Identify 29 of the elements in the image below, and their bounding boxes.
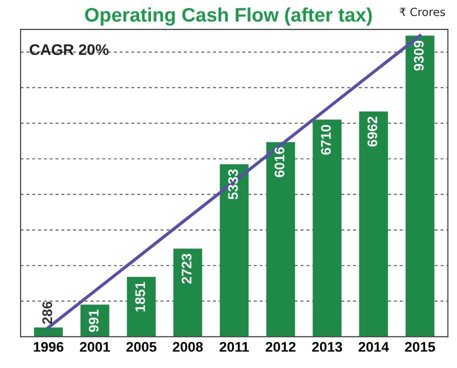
data-label: 286	[42, 302, 52, 324]
bar	[173, 248, 202, 337]
x-tick-label: 2013	[312, 342, 342, 352]
data-label: 991	[88, 310, 99, 332]
bar	[266, 142, 296, 337]
data-label: 6710	[320, 124, 331, 155]
x-tick-label: 1996	[34, 342, 64, 352]
x-tick-label: 2008	[172, 342, 203, 352]
data-label: 6016	[274, 147, 284, 178]
x-tick-label: 2001	[80, 342, 110, 352]
data-label: 6962	[367, 116, 378, 147]
bar	[126, 276, 156, 337]
bar	[34, 327, 63, 337]
text: ₹ Crores	[400, 8, 446, 16]
x-tick-label: 2005	[126, 342, 156, 352]
x-tick-label: 2012	[266, 342, 296, 352]
data-label: 2723	[182, 254, 192, 284]
x-tick-label: 2014	[358, 342, 389, 352]
data-label: 1851	[135, 282, 146, 312]
bar	[220, 164, 249, 337]
bar	[406, 36, 434, 337]
data-label: 5333	[228, 169, 238, 200]
annotation: CAGR 20%	[30, 44, 109, 56]
x-tick-label: 2011	[220, 342, 249, 352]
x-tick-label: 2015	[405, 342, 436, 352]
data-label: 9309	[414, 40, 424, 71]
bar	[312, 120, 342, 337]
bar	[359, 112, 388, 337]
chart-title: Operating Cash Flow (after tax)	[85, 7, 372, 26]
